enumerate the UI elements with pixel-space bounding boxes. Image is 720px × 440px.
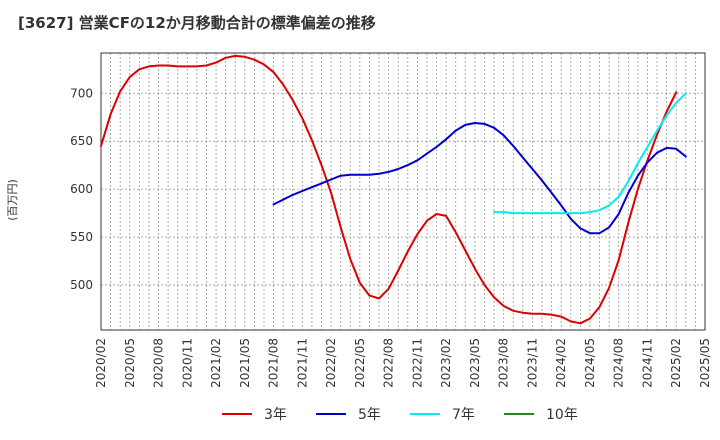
x-tick-label: 2024/02 xyxy=(554,338,568,388)
y-tick-label: 700 xyxy=(70,86,93,100)
grid-lines xyxy=(100,53,706,330)
x-tick-label: 2020/08 xyxy=(152,338,166,388)
y-tick-label: 550 xyxy=(70,230,93,244)
y-axis-label: (百万円) xyxy=(6,179,19,221)
x-tick-label: 2021/08 xyxy=(267,338,281,388)
x-tick-label: 2021/02 xyxy=(209,338,223,388)
x-tick-label: 2022/02 xyxy=(324,338,338,388)
x-tick-label: 2023/02 xyxy=(439,338,453,388)
x-tick-label: 2022/05 xyxy=(353,338,367,388)
series-line xyxy=(100,54,678,325)
y-tick-label: 500 xyxy=(70,278,93,292)
x-tick-label: 2024/08 xyxy=(612,338,626,388)
x-tick-label: 2022/08 xyxy=(382,338,396,388)
y-tick-label: 600 xyxy=(70,182,93,196)
x-tick-label: 2023/05 xyxy=(468,338,482,388)
x-tick-label: 2021/11 xyxy=(295,338,309,388)
legend-label: 5年 xyxy=(358,407,381,423)
legend: 3年 5年 7年 10年 xyxy=(222,407,578,423)
series-line xyxy=(272,122,687,235)
x-tick-label: 2024/05 xyxy=(583,338,597,388)
x-tick-label: 2023/08 xyxy=(497,338,511,388)
x-axis: 2020/02 2020/05 2020/08 2020/11 2021/02 2021/… xyxy=(94,338,712,388)
x-tick-label: 2025/02 xyxy=(669,338,683,388)
legend-label: 7年 xyxy=(452,407,475,423)
y-tick-label: 650 xyxy=(70,134,93,148)
x-tick-label: 2020/11 xyxy=(180,338,194,388)
x-tick-label: 2023/11 xyxy=(525,338,539,388)
y-axis: 500 550 600 650 700 xyxy=(70,86,93,292)
plot-frame xyxy=(100,52,706,331)
x-tick-label: 2020/02 xyxy=(94,338,108,388)
chart-title: [3627] 営業CFの12か月移動合計の標準偏差の推移 xyxy=(18,14,376,32)
legend-label: 3年 xyxy=(264,407,287,423)
x-tick-label: 2020/05 xyxy=(123,338,137,388)
x-tick-label: 2021/05 xyxy=(238,338,252,388)
x-tick-label: 2025/05 xyxy=(698,338,712,388)
legend-label: 10年 xyxy=(546,407,578,423)
series-lines xyxy=(100,54,687,325)
x-tick-label: 2024/11 xyxy=(640,338,654,388)
series-line xyxy=(493,92,687,215)
x-tick-label: 2022/11 xyxy=(410,338,424,388)
